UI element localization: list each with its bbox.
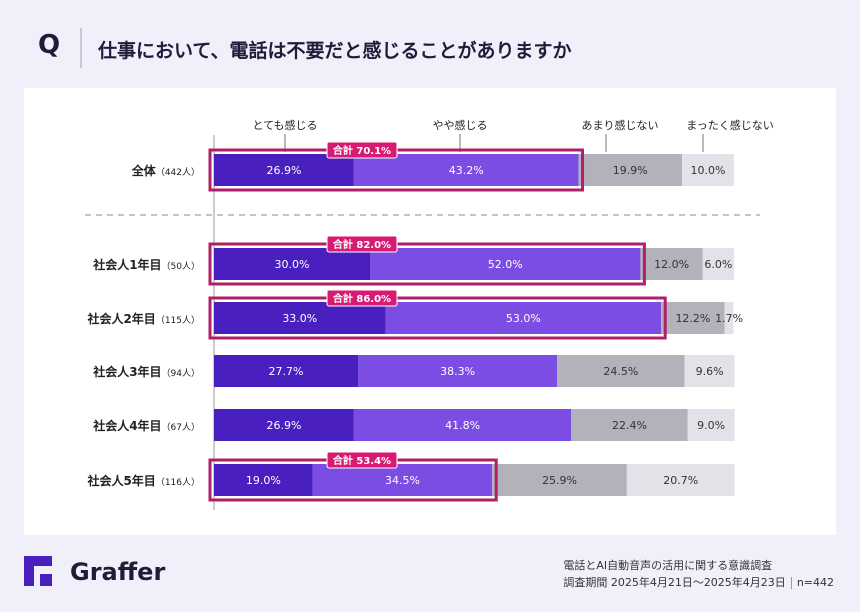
data-label: 26.9%	[266, 419, 301, 432]
data-label: 12.2%	[675, 312, 710, 325]
legend-label: あまり感じない	[582, 119, 659, 132]
question-marker: Q	[38, 30, 61, 60]
survey-period: 調査期間 2025年4月21日〜2025年4月23日	[563, 576, 786, 589]
data-label: 26.9%	[266, 164, 301, 177]
category-label: 全体（442人）	[131, 163, 200, 178]
category-label: 社会人4年目（67人）	[92, 418, 200, 433]
category-label: 社会人3年目（94人）	[92, 364, 200, 379]
bar-segment	[214, 464, 313, 496]
data-label: 22.4%	[612, 419, 647, 432]
data-label: 24.5%	[603, 365, 638, 378]
bar-segment	[684, 355, 735, 387]
data-label: 30.0%	[275, 258, 310, 271]
bar-segment	[682, 154, 734, 186]
bar-segment	[702, 248, 734, 280]
data-label: 33.0%	[282, 312, 317, 325]
data-label: 12.0%	[654, 258, 689, 271]
bar-segment	[358, 355, 558, 387]
category-label: 社会人2年目（115人）	[86, 311, 200, 326]
data-label: 10.0%	[691, 164, 726, 177]
data-label: 25.9%	[542, 474, 577, 487]
total-badge	[326, 451, 398, 469]
bar-segment	[385, 302, 662, 334]
bar-segment	[214, 302, 386, 334]
bar-segment	[571, 409, 688, 441]
bar-segment	[626, 464, 735, 496]
data-label: 1.7%	[715, 312, 743, 325]
category-label: 社会人1年目（50人）	[92, 257, 200, 272]
total-label: 合計 82.0%	[332, 238, 391, 251]
source-note: 電話とAI自動音声の活用に関する意識調査 調査期間 2025年4月21日〜202…	[563, 557, 834, 591]
total-badge	[326, 141, 398, 159]
page-title: 仕事において、電話は不要だと感じることがありますか	[98, 40, 572, 62]
bar-segment	[353, 154, 579, 186]
legend-label: まったく感じない	[686, 119, 774, 132]
data-label: 6.0%	[704, 258, 732, 271]
bar-segment	[353, 409, 572, 441]
bar-segment	[557, 355, 685, 387]
bar-segment	[492, 464, 627, 496]
bar-segment	[724, 302, 734, 334]
data-label: 41.8%	[445, 419, 480, 432]
bar-segment	[214, 355, 359, 387]
brand-name: Graffer	[70, 558, 166, 586]
bar-segment	[640, 248, 703, 280]
bar-segment	[214, 409, 354, 441]
total-badge	[326, 235, 398, 253]
data-label: 52.0%	[488, 258, 523, 271]
divider	[80, 28, 82, 68]
data-label: 9.0%	[697, 419, 725, 432]
data-label: 43.2%	[449, 164, 484, 177]
data-label: 19.9%	[613, 164, 648, 177]
bar-segment	[312, 464, 493, 496]
data-label: 9.6%	[696, 365, 724, 378]
bar-segment	[687, 409, 735, 441]
data-label: 19.0%	[246, 474, 281, 487]
legend-label: やや感じる	[433, 119, 488, 132]
total-badge	[326, 289, 398, 307]
survey-name: 電話とAI自動音声の活用に関する意識調査	[563, 559, 773, 572]
total-label: 合計 86.0%	[332, 292, 391, 305]
data-label: 53.0%	[506, 312, 541, 325]
bar-segment	[578, 154, 682, 186]
total-highlight-box	[208, 242, 646, 286]
legend-label: とても感じる	[252, 119, 317, 132]
bar-segment	[214, 248, 370, 280]
data-label: 38.3%	[440, 365, 475, 378]
total-highlight-box	[208, 296, 667, 340]
data-label: 27.7%	[269, 365, 304, 378]
total-label: 合計 53.4%	[332, 454, 391, 467]
data-label: 34.5%	[385, 474, 420, 487]
bar-segment	[370, 248, 641, 280]
total-label: 合計 70.1%	[332, 144, 391, 157]
bar-segment	[661, 302, 725, 334]
category-label: 社会人5年目（116人）	[86, 473, 200, 488]
sample-size: n=442	[796, 576, 834, 589]
data-label: 20.7%	[663, 474, 698, 487]
graffer-logo-icon	[24, 556, 52, 586]
bar-segment	[214, 154, 354, 186]
